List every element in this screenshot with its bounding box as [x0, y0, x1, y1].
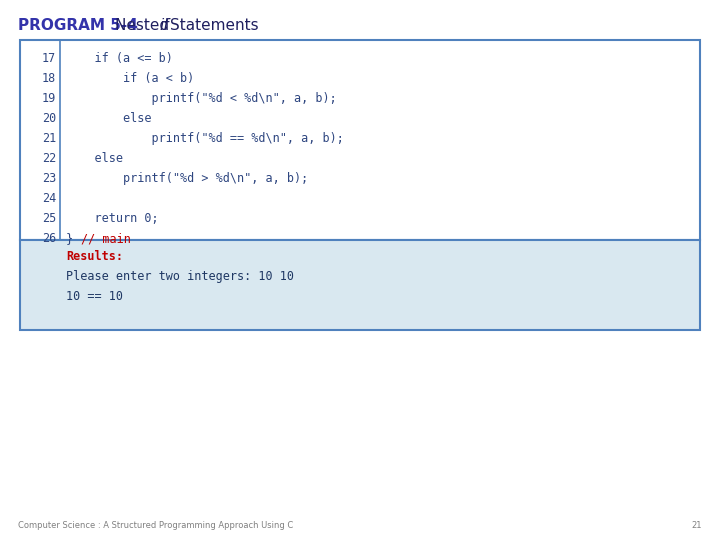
Text: 23: 23 [42, 172, 56, 185]
Text: if: if [159, 18, 168, 33]
Text: Statements: Statements [170, 18, 258, 33]
Text: 25: 25 [42, 212, 56, 225]
Text: if (a < b): if (a < b) [66, 72, 194, 85]
Text: else: else [66, 112, 151, 125]
Text: }: } [66, 232, 87, 245]
Text: printf("%d == %d\n", a, b);: printf("%d == %d\n", a, b); [66, 132, 344, 145]
Text: Please enter two integers: 10 10: Please enter two integers: 10 10 [66, 270, 294, 283]
Text: 17: 17 [42, 52, 56, 65]
Text: 19: 19 [42, 92, 56, 105]
Text: return 0;: return 0; [66, 212, 158, 225]
Text: 24: 24 [42, 192, 56, 205]
Text: 20: 20 [42, 112, 56, 125]
FancyBboxPatch shape [20, 40, 700, 240]
Text: 26: 26 [42, 232, 56, 245]
Text: Computer Science : A Structured Programming Approach Using C: Computer Science : A Structured Programm… [18, 521, 293, 530]
Text: printf("%d > %d\n", a, b);: printf("%d > %d\n", a, b); [66, 172, 308, 185]
Text: if (a <= b): if (a <= b) [66, 52, 173, 65]
Text: printf("%d < %d\n", a, b);: printf("%d < %d\n", a, b); [66, 92, 337, 105]
FancyBboxPatch shape [20, 240, 700, 330]
Text: 22: 22 [42, 152, 56, 165]
Text: 18: 18 [42, 72, 56, 85]
Text: else: else [66, 152, 123, 165]
Text: PROGRAM 5-4: PROGRAM 5-4 [18, 18, 138, 33]
Text: 21: 21 [691, 521, 702, 530]
Text: Nested: Nested [115, 18, 174, 33]
Text: Results:: Results: [66, 250, 123, 263]
Text: 10 == 10: 10 == 10 [66, 290, 123, 303]
Text: // main: // main [81, 232, 131, 245]
Text: 21: 21 [42, 132, 56, 145]
